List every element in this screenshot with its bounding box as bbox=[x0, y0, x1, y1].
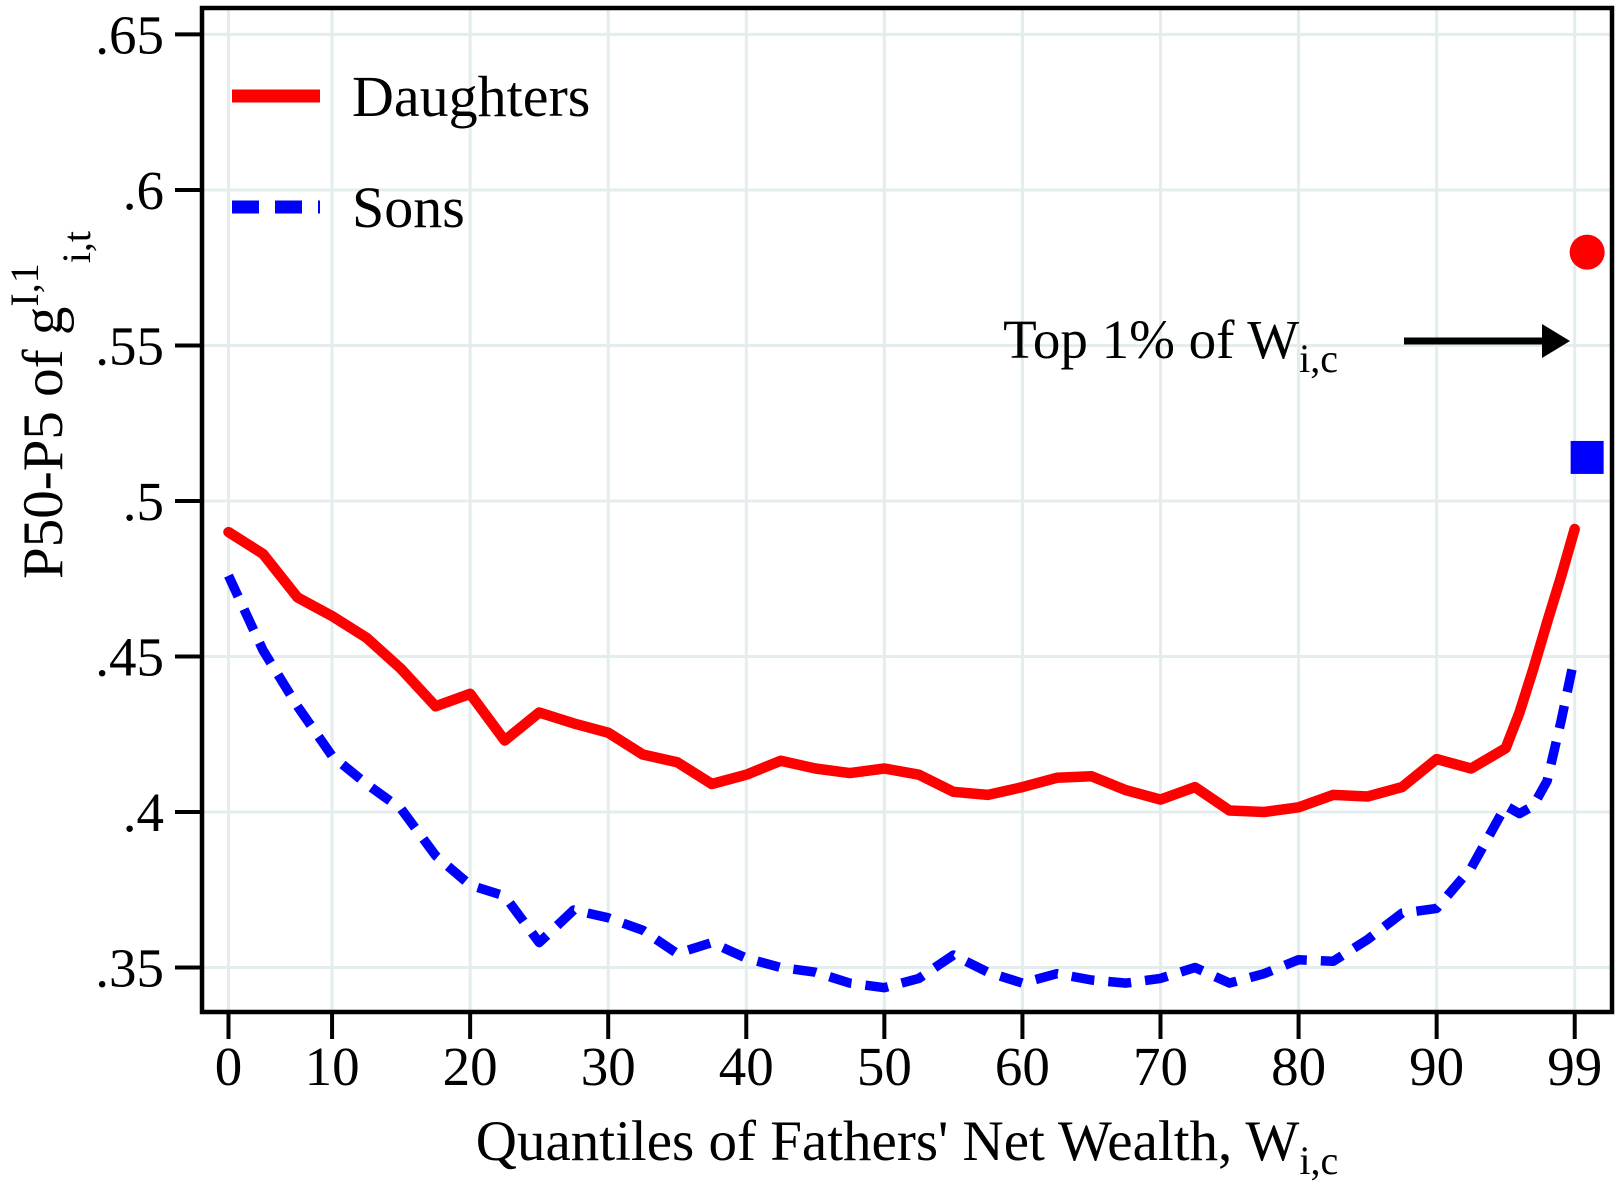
x-tick-label: 70 bbox=[1133, 1036, 1188, 1097]
axes: 0 10 20 30 40 50 60 70 80 90 99 .35 .4 .45 .5 .55 .6 .65 bbox=[95, 4, 1615, 1097]
top1-arrow-head bbox=[1542, 324, 1570, 358]
data-series bbox=[223, 523, 1580, 993]
sons-line bbox=[224, 573, 1580, 993]
x-axis-title: Quantiles of Fathers' Net Wealth, Wi,c bbox=[476, 1110, 1338, 1183]
x-tick-label: 10 bbox=[305, 1036, 360, 1097]
y-axis-title: P50-P5 of gI,1i,t bbox=[2, 231, 99, 579]
x-tick-label: 0 bbox=[215, 1036, 243, 1097]
y-tick-label: .65 bbox=[95, 4, 164, 65]
x-tick-label: 90 bbox=[1409, 1036, 1464, 1097]
plot-frame bbox=[199, 5, 1615, 1015]
y-tick-label: .55 bbox=[95, 315, 164, 376]
top1-annotation: Top 1% of Wi,c bbox=[1003, 309, 1570, 381]
y-tick-label: .45 bbox=[95, 626, 164, 687]
y-tick-label: .35 bbox=[95, 938, 164, 999]
x-tick-label: 50 bbox=[857, 1036, 912, 1097]
daughters-line bbox=[223, 523, 1580, 818]
top1-annotation-text: Top 1% of Wi,c bbox=[1003, 309, 1338, 381]
top1-circle-marker bbox=[1569, 234, 1605, 270]
legend-label-sons: Sons bbox=[352, 175, 465, 240]
x-tick-label: 30 bbox=[581, 1036, 636, 1097]
top1-square-marker bbox=[1570, 440, 1604, 474]
top1-markers bbox=[1569, 234, 1605, 474]
legend-label-daughters: Daughters bbox=[352, 64, 590, 129]
y-tick-label: .5 bbox=[123, 471, 164, 532]
y-tick-label: .6 bbox=[123, 160, 164, 221]
y-tick-label: .4 bbox=[123, 782, 164, 843]
legend: Daughters Sons bbox=[232, 64, 590, 240]
x-tick-label: 20 bbox=[443, 1036, 498, 1097]
x-tick-label: 99 bbox=[1547, 1036, 1602, 1097]
x-tick-label: 60 bbox=[995, 1036, 1050, 1097]
gridlines bbox=[202, 8, 1612, 1012]
x-tick-label: 80 bbox=[1271, 1036, 1326, 1097]
x-tick-label: 40 bbox=[719, 1036, 774, 1097]
